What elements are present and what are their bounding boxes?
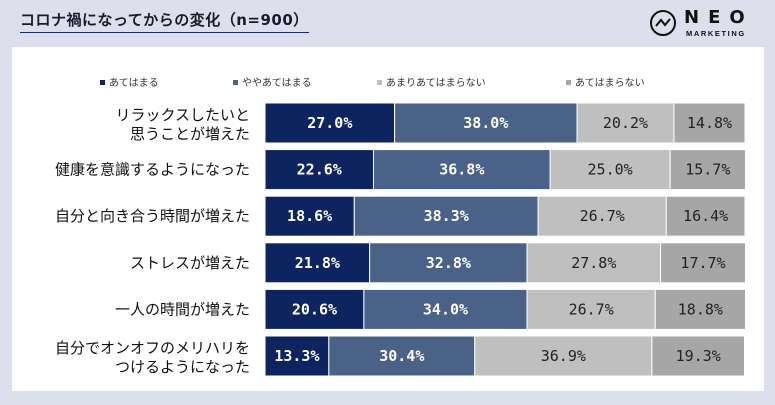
bar-segment: [394, 102, 578, 144]
bar-segment: [665, 195, 746, 237]
data-label: 14.8%: [687, 114, 732, 132]
legend-swatch: [100, 79, 105, 85]
bar-segment: [654, 288, 746, 330]
bar-segment: [264, 102, 396, 144]
category-label: 健康を意識するようになった: [55, 161, 250, 179]
category-label: 一人の時間が増えた: [115, 300, 250, 318]
data-label: 26.7%: [580, 207, 625, 225]
data-label: 27.8%: [571, 254, 616, 272]
category-label: リラックスしたいと思うことが増えた: [115, 106, 250, 143]
bar-segment: [264, 288, 365, 330]
legend-label: あてはまる: [109, 78, 159, 89]
bar-segment: [537, 195, 667, 237]
data-label: 19.3%: [676, 347, 721, 365]
logo-mark-icon: [650, 10, 676, 36]
bar-segment: [549, 149, 671, 191]
bar-segment: [526, 242, 662, 284]
data-label: 20.6%: [292, 300, 337, 318]
data-label: 15.7%: [685, 161, 730, 179]
data-label: 25.0%: [588, 161, 633, 179]
data-label: 17.7%: [680, 254, 725, 272]
legend-item: あてはまる: [100, 74, 159, 89]
bar-segment: [264, 335, 330, 377]
data-label: 16.4%: [683, 207, 728, 225]
category-label: 自分でオンオフのメリハリをつけるようになった: [55, 339, 250, 376]
data-label: 13.3%: [274, 347, 319, 365]
bar-segment: [576, 102, 675, 144]
data-label: 26.7%: [569, 300, 614, 318]
neo-marketing-logo: NEO MARKETING: [650, 6, 760, 42]
legend-label: ややあてはまる: [242, 78, 312, 89]
category-label: ストレスが増えた: [130, 254, 250, 272]
data-label: 21.8%: [295, 254, 340, 272]
data-label: 32.8%: [426, 254, 471, 272]
data-label: 30.4%: [379, 347, 424, 365]
data-label: 36.8%: [439, 161, 484, 179]
legend-swatch: [233, 79, 238, 85]
data-label: 20.2%: [603, 114, 648, 132]
data-label: 22.6%: [297, 161, 342, 179]
logo-word: NEO: [684, 7, 754, 28]
bar-segment: [673, 102, 746, 144]
legend-item: ややあてはまる: [233, 74, 312, 89]
legend-item: あてはまらない: [566, 74, 645, 89]
data-label: 34.0%: [423, 300, 468, 318]
bar-segment: [328, 335, 476, 377]
bar-segment: [353, 195, 539, 237]
data-label: 38.3%: [424, 207, 469, 225]
bar-segment: [651, 335, 746, 377]
legend-swatch: [377, 79, 382, 85]
bar-segment: [264, 195, 355, 237]
bar-segment: [669, 149, 746, 191]
category-label: 自分と向き合う時間が増えた: [55, 207, 250, 225]
logo-subtitle: MARKETING: [686, 29, 746, 38]
bar-segment: [264, 242, 371, 284]
bar-segment: [264, 149, 374, 191]
legend-item: あまりあてはまらない: [377, 74, 486, 89]
legend-label: あてはまらない: [575, 78, 645, 89]
chart-title: コロナ禍になってからの変化（n=900）: [20, 9, 309, 33]
data-label: 18.6%: [287, 207, 332, 225]
bar-segment: [369, 242, 528, 284]
legend-swatch: [566, 79, 571, 85]
bar-segment: [363, 288, 528, 330]
bar-segment: [372, 149, 551, 191]
bar-segment: [660, 242, 746, 284]
data-label: 27.0%: [307, 114, 352, 132]
data-label: 36.9%: [541, 347, 586, 365]
legend-label: あまりあてはまらない: [386, 78, 486, 89]
data-label: 18.8%: [678, 300, 723, 318]
data-label: 38.0%: [463, 114, 508, 132]
